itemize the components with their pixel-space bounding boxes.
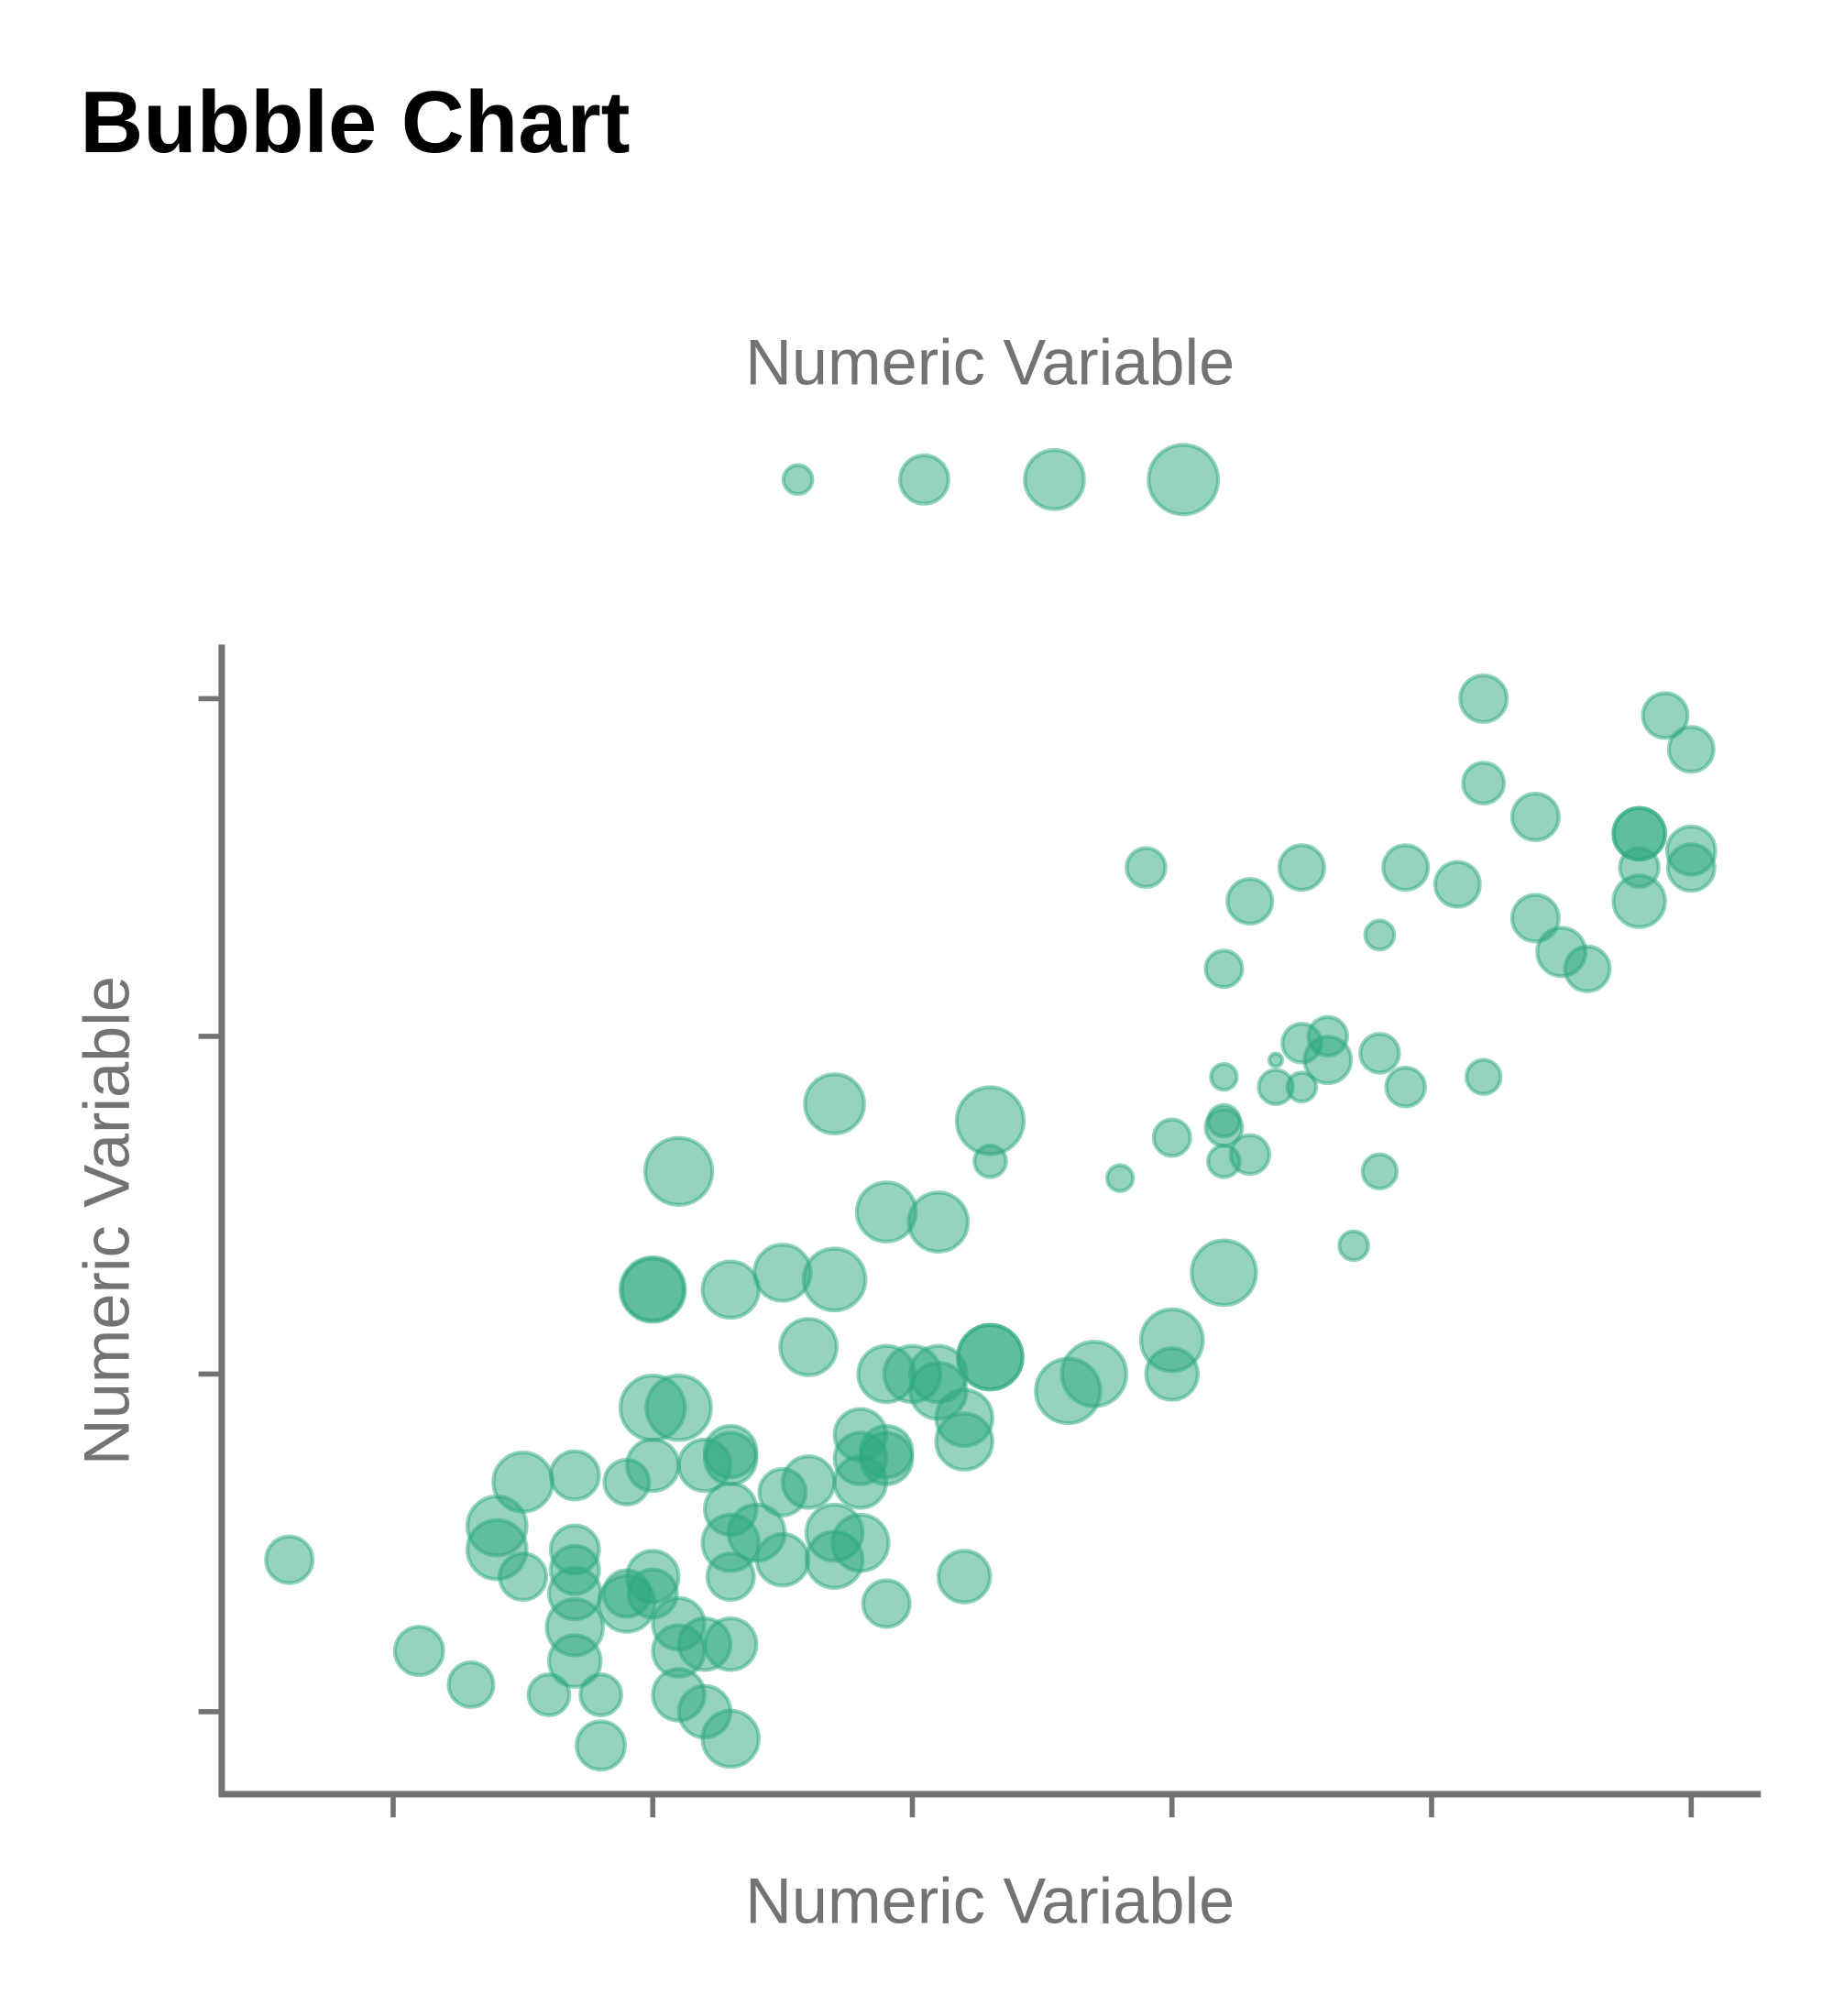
bubble-point [778, 1317, 839, 1377]
bubble-point [700, 1708, 761, 1769]
bubble-point [264, 1534, 315, 1585]
bubble-point [446, 1660, 496, 1709]
bubble-point [1034, 1356, 1103, 1426]
bubble-point [526, 1672, 572, 1717]
bubble-point [547, 1633, 603, 1689]
bubble-point [1461, 761, 1507, 805]
bubble-point [861, 1578, 912, 1629]
bubble-point [1381, 843, 1431, 893]
bubble-point [1104, 1163, 1136, 1193]
bubble-point [1337, 1229, 1370, 1263]
bubble-point [1277, 843, 1326, 893]
bubble-point [1563, 944, 1612, 993]
bubble-point [1302, 1035, 1354, 1086]
bubble-point [1125, 846, 1168, 889]
legend-bubble [781, 463, 815, 497]
bubble-point [498, 1551, 549, 1602]
legend-bubble [1147, 443, 1221, 517]
size-legend [781, 443, 1221, 517]
bubble-point [602, 1457, 652, 1507]
bubble-point [392, 1625, 445, 1678]
bubble-point [548, 1449, 601, 1502]
bubble-point [578, 1672, 623, 1717]
bubble-point [1209, 1061, 1239, 1092]
bubbles-layer [264, 673, 1718, 1772]
bubble-point [1464, 1057, 1503, 1096]
bubble-point [700, 1259, 761, 1320]
legend-bubble [898, 453, 950, 506]
legend-bubble [1023, 448, 1086, 511]
bubble-point [1225, 877, 1275, 926]
bubble-point [1641, 691, 1690, 740]
bubble-point [1285, 1070, 1319, 1104]
bubble-point [644, 1374, 713, 1442]
y-axis-label: Numeric Variable [71, 976, 143, 1465]
bubble-point [801, 1246, 868, 1313]
bubble-point [906, 1190, 971, 1254]
bubble-point [856, 1343, 916, 1405]
bubble-point [1432, 860, 1482, 909]
bubble-point [1384, 1066, 1427, 1109]
bubble-point [1190, 1238, 1258, 1308]
bubble-point [803, 1072, 866, 1135]
bubble-point [1358, 1032, 1401, 1075]
bubble-point [1360, 1152, 1399, 1191]
bubble-point [1611, 873, 1667, 929]
bubble-point [936, 1549, 993, 1605]
bubble-point [1206, 1143, 1242, 1179]
bubble-point [705, 1551, 756, 1602]
bubble-point [575, 1719, 628, 1772]
bubble-point [934, 1411, 994, 1472]
bubble-point [752, 1243, 813, 1303]
bubble-point [1203, 948, 1245, 990]
bubble-point [620, 1256, 686, 1323]
bubble-point [1666, 725, 1716, 774]
bubble-point [972, 1143, 1008, 1179]
bubble-point [804, 1529, 865, 1590]
bubble-point [702, 1616, 759, 1672]
bubble-point [676, 1437, 733, 1494]
bubble-point [1665, 842, 1717, 893]
chart-title: Bubble Chart [80, 73, 630, 171]
x-axis-label: Numeric Variable [745, 1865, 1235, 1937]
bubble-point [854, 1180, 918, 1244]
bubble-point [832, 1454, 889, 1510]
bubble-point [1509, 791, 1561, 842]
bubble-point [1144, 1346, 1201, 1402]
bubble-point [1509, 893, 1561, 944]
size-legend-title: Numeric Variable [745, 325, 1235, 398]
bubble-point [1267, 1051, 1285, 1068]
bubble-point [1458, 673, 1509, 724]
axis-ticks [198, 696, 1695, 1818]
bubble-point [1151, 1117, 1192, 1158]
bubble-point [642, 1135, 715, 1207]
bubble-point [1363, 918, 1397, 952]
bubble-point [757, 1466, 808, 1517]
bubble-point [754, 1531, 811, 1588]
